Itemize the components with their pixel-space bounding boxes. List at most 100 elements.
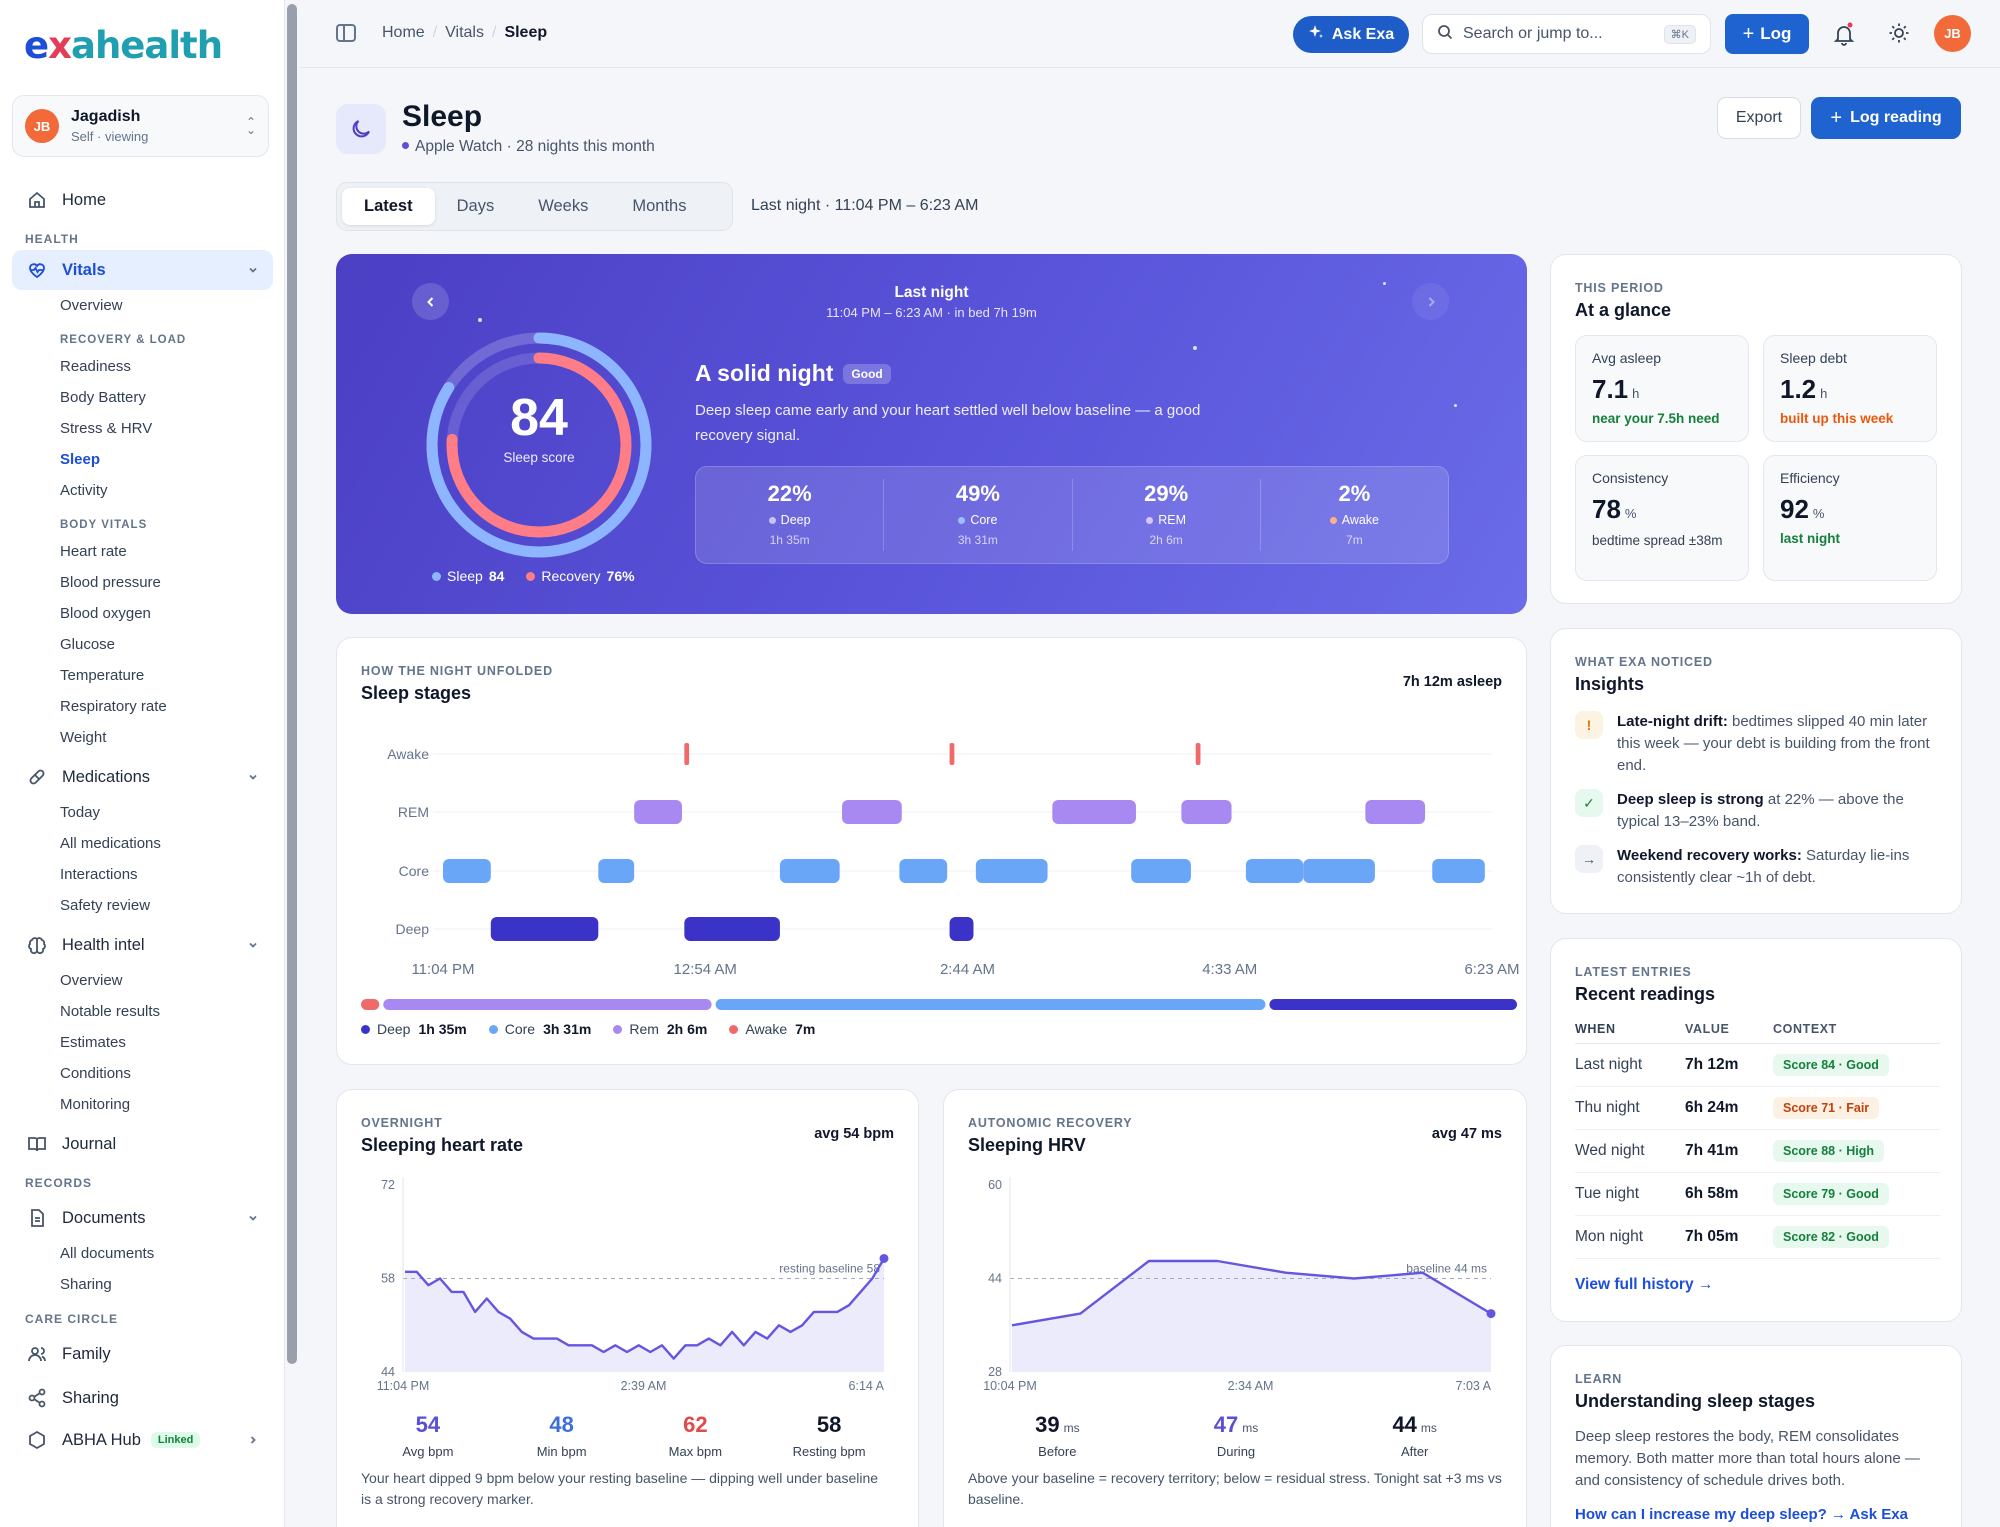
sidebar-subitem-respiratory[interactable]: Respiratory rate bbox=[60, 698, 167, 715]
app-logo[interactable]: exahealth bbox=[24, 24, 223, 67]
row-label: REM bbox=[398, 804, 429, 820]
profile-switcher[interactable]: JB Jagadish Self · viewing ⌃ ⌄ bbox=[12, 95, 269, 157]
sidebar-subitem-blood-pressure[interactable]: Blood pressure bbox=[60, 574, 161, 591]
sidebar-item-medications[interactable]: Medications bbox=[12, 757, 273, 797]
sidebar-subitem-med-all[interactable]: All medications bbox=[60, 835, 161, 852]
sidebar-subitem-hi-estimates[interactable]: Estimates bbox=[60, 1034, 126, 1051]
sidebar-item-home[interactable]: Home bbox=[12, 180, 273, 220]
sidebar-subitem-sleep[interactable]: Sleep bbox=[60, 451, 101, 468]
sidebar-item-health-intel[interactable]: Health intel bbox=[12, 925, 273, 965]
log-reading-button[interactable]: + Log reading bbox=[1811, 97, 1961, 139]
ask-exa-link[interactable]: How can I increase my deep sleep? → Ask … bbox=[1575, 1506, 1908, 1523]
source-dot bbox=[402, 142, 409, 149]
sidebar-item-family[interactable]: Family bbox=[12, 1334, 273, 1374]
stage-segment-core bbox=[899, 859, 948, 883]
sidebar-item-documents[interactable]: Documents bbox=[12, 1198, 273, 1238]
sidebar-subitem-med-today[interactable]: Today bbox=[60, 804, 101, 821]
document-icon bbox=[26, 1207, 48, 1229]
insight-text: bedtimes slipped 40 min later this week … bbox=[1617, 713, 1930, 774]
legend-value: 1h 35m bbox=[418, 1021, 467, 1037]
tab-days[interactable]: Days bbox=[456, 197, 495, 215]
sleep-score-label: Sleep score bbox=[503, 450, 575, 465]
user-avatar[interactable]: JB bbox=[1934, 15, 1971, 52]
cell-context: Score 79 · Good bbox=[1773, 1183, 1940, 1205]
insight-bold: Late-night drift: bbox=[1617, 713, 1728, 730]
breadcrumb-vitals[interactable]: Vitals bbox=[445, 24, 484, 41]
insight-item[interactable]: ✓ Deep sleep is strong at 22% — above th… bbox=[1575, 789, 1930, 833]
sidebar-subitem-heart-rate[interactable]: Heart rate bbox=[60, 543, 127, 560]
users-icon bbox=[26, 1343, 48, 1365]
sidebar-subitem-hi-monitoring[interactable]: Monitoring bbox=[60, 1096, 131, 1113]
export-button[interactable]: Export bbox=[1717, 97, 1801, 139]
breadcrumb: Home / Vitals / Sleep bbox=[382, 24, 547, 42]
sidebar-item-vitals[interactable]: Vitals bbox=[12, 250, 273, 290]
sidebar-item-sharing[interactable]: Sharing bbox=[12, 1378, 273, 1418]
sidebar-subitem-stress-hrv[interactable]: Stress & HRV bbox=[60, 420, 153, 437]
y-tick: 44 bbox=[381, 1365, 395, 1379]
column-header: CONTEXT bbox=[1773, 1021, 1837, 1036]
stat-label: Min bpm bbox=[536, 1444, 587, 1459]
table-row[interactable]: Last night 7h 12m Score 84 · Good bbox=[1575, 1044, 1940, 1087]
sidebar-subitem-doc-sharing[interactable]: Sharing bbox=[60, 1276, 112, 1293]
next-night-button[interactable] bbox=[1412, 283, 1449, 320]
stage-segment-core bbox=[1432, 859, 1485, 883]
log-button[interactable]: + Log bbox=[1725, 14, 1809, 54]
nav-subsection-body-vitals: BODY VITALS bbox=[60, 519, 148, 531]
sidebar-item-label: Home bbox=[62, 190, 107, 209]
sidebar-item-label: ABHA Hub bbox=[62, 1430, 141, 1449]
legend-sleep: Sleep 84 bbox=[432, 568, 504, 584]
sidebar-subitem-hi-notable[interactable]: Notable results bbox=[60, 1003, 161, 1020]
ask-exa-button[interactable]: Ask Exa bbox=[1293, 16, 1409, 53]
table-row[interactable]: Mon night 7h 05m Score 82 · Good bbox=[1575, 1216, 1940, 1259]
table-row[interactable]: Thu night 6h 24m Score 71 · Fair bbox=[1575, 1087, 1940, 1130]
stat-value: 47 bbox=[1213, 1412, 1239, 1437]
tab-weeks[interactable]: Weeks bbox=[538, 197, 589, 215]
theme-toggle-icon[interactable] bbox=[1888, 22, 1910, 49]
stage-name-row: REM bbox=[1073, 513, 1260, 527]
sidebar-subitem-activity[interactable]: Activity bbox=[60, 482, 108, 499]
sidebar-item-label: Vitals bbox=[62, 260, 106, 279]
sidebar-subitem-doc-all[interactable]: All documents bbox=[60, 1245, 155, 1262]
sidebar-subitem-weight[interactable]: Weight bbox=[60, 729, 107, 746]
tab-latest[interactable]: Latest bbox=[342, 188, 435, 225]
learn-text: Deep sleep restores the body, REM consol… bbox=[1575, 1428, 1920, 1489]
sidebar-item-journal[interactable]: Journal bbox=[12, 1124, 273, 1164]
insight-item[interactable]: ! Late-night drift: bedtimes slipped 40 … bbox=[1575, 711, 1930, 777]
tile-unit: % bbox=[1624, 506, 1637, 521]
table-row[interactable]: Tue night 6h 58m Score 79 · Good bbox=[1575, 1173, 1940, 1216]
sidebar-subitem-glucose[interactable]: Glucose bbox=[60, 636, 116, 653]
score-pill: Score 88 · High bbox=[1773, 1140, 1884, 1162]
sidebar-toggle-icon[interactable] bbox=[336, 24, 356, 42]
home-icon bbox=[26, 189, 48, 211]
cell-when: Mon night bbox=[1575, 1228, 1644, 1245]
sidebar-subitem-hi-overview[interactable]: Overview bbox=[60, 972, 123, 989]
view-history-link[interactable]: View full history → bbox=[1575, 1276, 1714, 1293]
area-fill bbox=[405, 1258, 884, 1372]
sidebar-subitem-med-interactions[interactable]: Interactions bbox=[60, 866, 138, 883]
sidebar-subitem-vitals-overview[interactable]: Overview bbox=[60, 297, 123, 314]
tab-months[interactable]: Months bbox=[632, 197, 687, 215]
table-row[interactable]: Wed night 7h 41m Score 88 · High bbox=[1575, 1130, 1940, 1173]
sidebar-subitem-readiness[interactable]: Readiness bbox=[60, 358, 131, 375]
summary-segment-core bbox=[715, 999, 1266, 1010]
stat-label: After bbox=[1400, 1444, 1429, 1459]
stage-percent: 22% bbox=[767, 481, 812, 506]
search-input[interactable]: Search or jump to... ⌘K bbox=[1422, 14, 1711, 54]
cell-value: 7h 12m bbox=[1685, 1056, 1739, 1073]
sidebar-subitem-hi-conditions[interactable]: Conditions bbox=[60, 1065, 131, 1082]
time-tick: 4:33 AM bbox=[1202, 961, 1257, 978]
breadcrumb-home[interactable]: Home bbox=[382, 24, 425, 41]
column-header: WHEN bbox=[1575, 1021, 1616, 1036]
sidebar-subitem-med-safety[interactable]: Safety review bbox=[60, 897, 151, 914]
bell-icon[interactable] bbox=[1833, 22, 1855, 51]
sidebar-item-abha-hub[interactable]: ABHA Hub Linked bbox=[12, 1420, 273, 1460]
sidebar-scrollbar[interactable] bbox=[287, 4, 297, 1364]
sidebar-subitem-body-battery[interactable]: Body Battery bbox=[60, 389, 146, 406]
insight-item[interactable]: → Weekend recovery works: Saturday lie-i… bbox=[1575, 845, 1930, 889]
row-label: Deep bbox=[396, 921, 430, 937]
sidebar-subitem-temperature[interactable]: Temperature bbox=[60, 667, 145, 684]
sidebar-subitem-blood-oxygen[interactable]: Blood oxygen bbox=[60, 605, 151, 622]
previous-night-button[interactable] bbox=[412, 283, 449, 320]
star-decoration bbox=[1383, 282, 1386, 285]
profile-sub: Self · viewing bbox=[71, 129, 149, 144]
